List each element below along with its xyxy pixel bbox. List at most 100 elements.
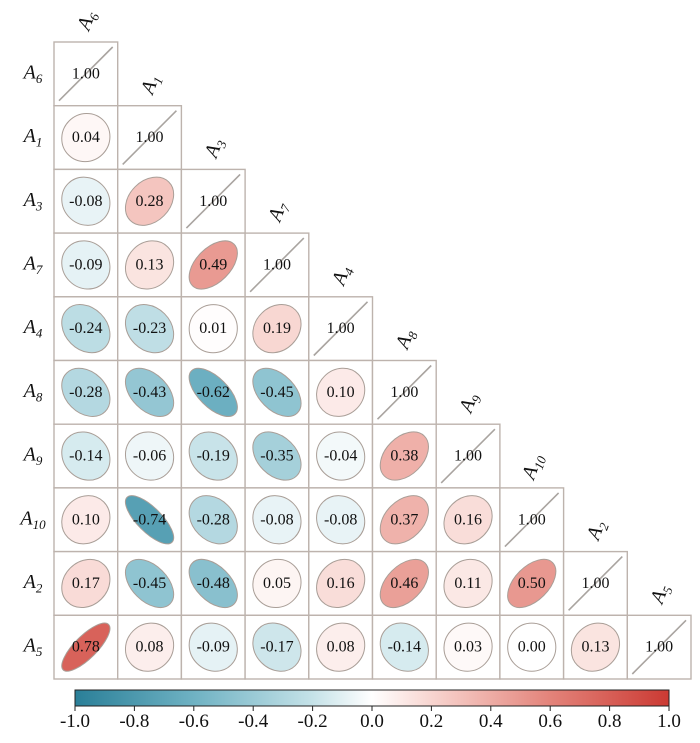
row-label-7: A7 xyxy=(22,253,43,277)
cell-2-7: 0.05 xyxy=(244,550,310,616)
diagonal-line xyxy=(185,173,241,229)
cell-value: -0.14 xyxy=(388,639,421,656)
cell-value: -0.06 xyxy=(133,448,166,465)
cell-value: -0.09 xyxy=(197,639,230,656)
cell-value: -0.17 xyxy=(260,639,293,656)
cell-6-6: 1.00 xyxy=(53,41,119,107)
cell-value: 0.16 xyxy=(454,511,482,528)
correlation-ellipse xyxy=(443,495,493,545)
row-label-5: A5 xyxy=(22,635,43,659)
column-label-7: A7 xyxy=(263,199,293,227)
cell-5-6: 0.78 xyxy=(53,614,119,680)
cell-1-1: 1.00 xyxy=(116,104,183,171)
column-label-10: A10 xyxy=(517,450,549,484)
correlation-ellipse xyxy=(316,495,366,545)
cell-9-7: -0.35 xyxy=(244,423,310,489)
cell-4-3: 0.01 xyxy=(180,296,246,362)
diagonal-line xyxy=(440,428,496,484)
cell-5-7: -0.17 xyxy=(244,614,310,680)
cell-value: 0.50 xyxy=(518,575,546,592)
correlation-ellipse xyxy=(379,622,429,672)
cell-value: 0.10 xyxy=(327,384,355,401)
cell-value: -0.14 xyxy=(69,448,102,465)
cell-2-2: 1.00 xyxy=(562,550,628,616)
correlation-ellipse xyxy=(124,622,175,672)
column-label-9: A9 xyxy=(455,390,485,418)
diagonal-line xyxy=(568,556,623,611)
column-label-3: A3 xyxy=(200,135,230,163)
cell-value: 1.00 xyxy=(390,384,418,401)
cell-value: 1.00 xyxy=(645,639,673,656)
cell-value: 1.00 xyxy=(454,448,482,465)
cell-5-9: 0.03 xyxy=(435,614,501,680)
correlation-ellipse xyxy=(316,558,366,609)
cell-value: 0.17 xyxy=(72,575,100,592)
diagonal-line xyxy=(313,301,369,357)
cell-5-2: 0.13 xyxy=(562,614,628,680)
colorbar-tick-label: 0.0 xyxy=(360,711,384,732)
correlation-ellipse xyxy=(61,558,111,609)
row-label-2: A2 xyxy=(22,571,43,595)
row-label-3: A3 xyxy=(22,189,43,213)
cell-8-6: -0.28 xyxy=(53,359,119,425)
column-label-6: A6 xyxy=(72,7,102,35)
cell-2-3: -0.48 xyxy=(180,550,246,616)
cell-value: 1.00 xyxy=(518,511,546,528)
cell-value: -0.08 xyxy=(324,511,357,528)
cell-9-4: -0.04 xyxy=(308,423,374,489)
cell-10-4: -0.08 xyxy=(308,487,374,553)
correlation-ellipse xyxy=(124,176,175,226)
cell-value: 0.11 xyxy=(454,575,481,592)
diagonal-line xyxy=(631,619,687,675)
cell-value: 0.03 xyxy=(454,639,482,656)
colorbar-tick-label: 0.4 xyxy=(479,711,503,732)
correlation-ellipse xyxy=(252,495,302,545)
cell-value: 1.00 xyxy=(199,193,227,210)
cell-5-1: 0.08 xyxy=(116,614,183,680)
cell-value: 0.13 xyxy=(581,639,609,656)
cell-value: -0.45 xyxy=(133,575,166,592)
cell-value: -0.19 xyxy=(197,448,230,465)
cell-7-1: 0.13 xyxy=(116,232,183,298)
cell-value: 1.00 xyxy=(327,320,355,337)
cell-value: 0.05 xyxy=(263,575,291,592)
correlation-ellipse xyxy=(188,431,238,481)
cell-value: 1.00 xyxy=(263,256,291,273)
cell-2-10: 0.50 xyxy=(499,550,565,616)
cell-9-6: -0.14 xyxy=(53,423,119,489)
cell-1-6: 0.04 xyxy=(53,104,119,171)
correlation-ellipse xyxy=(124,367,175,417)
colorbar-tick-label: -0.2 xyxy=(298,711,328,732)
cell-5-5: 1.00 xyxy=(626,614,692,680)
cell-5-8: -0.14 xyxy=(371,614,437,680)
cell-10-7: -0.08 xyxy=(244,487,310,553)
cell-value: -0.23 xyxy=(133,320,166,337)
colorbar-tick-label: -0.6 xyxy=(179,711,209,732)
diagonal-line xyxy=(376,364,432,420)
column-label-8: A8 xyxy=(391,326,421,354)
correlation-ellipse xyxy=(316,622,366,672)
correlation-ellipse xyxy=(61,112,111,163)
correlation-ellipse xyxy=(61,240,111,290)
correlation-ellipse xyxy=(252,367,302,417)
colorbar-gradient xyxy=(74,689,670,707)
cell-2-8: 0.46 xyxy=(371,550,437,616)
cell-5-10: 0.00 xyxy=(499,614,565,680)
column-label-5: A5 xyxy=(646,581,676,609)
correlation-ellipse xyxy=(188,495,238,545)
diagonal-line xyxy=(58,46,114,102)
cell-value: 0.08 xyxy=(136,639,164,656)
correlation-ellipse xyxy=(188,367,238,417)
correlation-ellipse xyxy=(379,431,429,481)
correlation-ellipse xyxy=(61,622,111,672)
cell-value: -0.28 xyxy=(69,384,102,401)
correlation-ellipse xyxy=(188,240,238,290)
cell-2-9: 0.11 xyxy=(435,550,501,616)
cell-value: -0.09 xyxy=(69,256,102,273)
cell-7-6: -0.09 xyxy=(53,232,119,298)
cell-4-7: 0.19 xyxy=(244,296,310,362)
diagonal-line xyxy=(249,237,305,293)
correlation-ellipse xyxy=(61,495,111,545)
row-label-8: A8 xyxy=(22,380,43,404)
